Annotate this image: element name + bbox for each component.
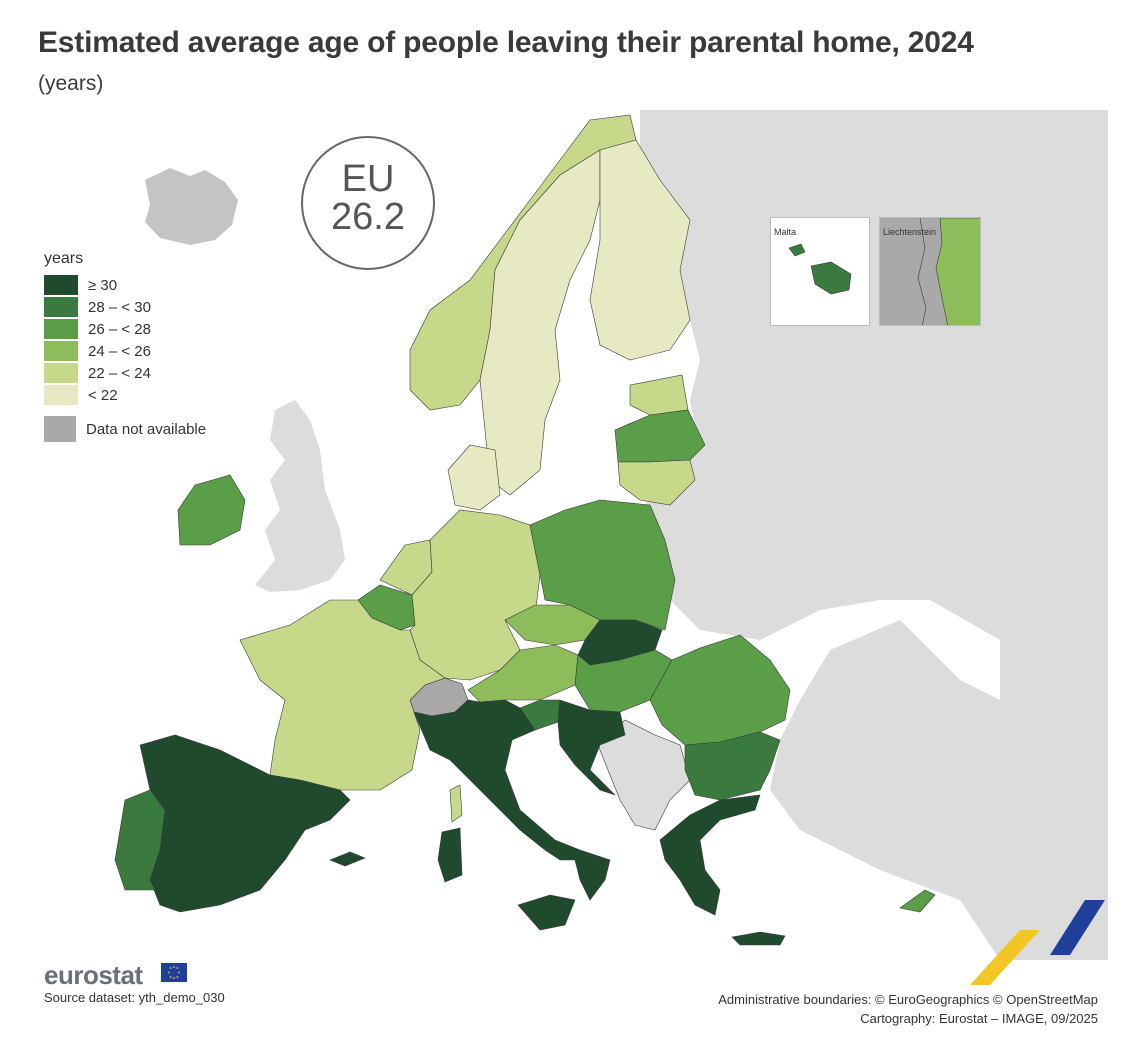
legend-item: 24 – < 26 <box>44 340 206 362</box>
legend-swatch <box>44 416 76 442</box>
legend-swatch <box>44 297 78 317</box>
country-denmark <box>447 444 501 511</box>
legend-label: < 22 <box>88 386 118 404</box>
legend-title: years <box>44 250 84 267</box>
inset-malta-label: Malta <box>774 227 797 237</box>
legend-swatch <box>44 275 78 295</box>
legend-label: 22 – < 24 <box>88 364 151 382</box>
inset-liechtenstein-label: Liechtenstein <box>883 227 937 237</box>
malta-shape <box>788 243 852 295</box>
legend-swatch <box>44 385 78 405</box>
country-croatia <box>557 699 626 796</box>
country-poland <box>529 499 676 631</box>
country-sardinia <box>437 827 463 883</box>
eurostat-corner-mark-blue <box>1050 900 1105 955</box>
legend-swatch <box>44 319 78 339</box>
country-balearics <box>329 851 366 867</box>
legend-item: 28 – < 30 <box>44 296 206 318</box>
legend-item: 22 – < 24 <box>44 362 206 384</box>
map-legend: years ≥ 30 28 – < 30 26 – < 28 24 – < 26… <box>44 250 207 442</box>
country-france <box>239 599 446 791</box>
eu-flag-icon <box>161 963 187 982</box>
legend-label: 28 – < 30 <box>88 298 151 316</box>
legend-item: < 22 <box>44 384 206 406</box>
country-sicily <box>517 894 576 931</box>
cartography-credit: Cartography: Eurostat – IMAGE, 09/2025 <box>860 1011 1098 1026</box>
legend-label: Data not available <box>86 420 207 438</box>
legend-label: 24 – < 26 <box>88 342 151 360</box>
eu-badge-value: 26.2 <box>331 196 405 238</box>
legend-item-not-available: Data not available <box>44 416 207 442</box>
legend-swatch <box>44 363 78 383</box>
legend-swatch <box>44 341 78 361</box>
country-italy <box>413 699 611 901</box>
country-corsica <box>449 784 463 823</box>
iceland <box>145 168 238 245</box>
eu-badge-label: EU <box>341 158 395 200</box>
eurostat-corner-mark-yellow <box>970 930 1040 985</box>
country-estonia <box>629 374 689 416</box>
non-eu-land-east <box>640 110 1108 960</box>
legend-item: 26 – < 28 <box>44 318 206 340</box>
country-finland <box>589 139 691 361</box>
map-subtitle: (years) <box>38 72 104 95</box>
country-crete <box>731 931 786 946</box>
inset-malta: Malta <box>770 217 870 326</box>
source-dataset: Source dataset: yth_demo_030 <box>44 990 225 1005</box>
country-romania <box>649 634 791 746</box>
country-cyprus <box>899 889 936 913</box>
legend-label: 26 – < 28 <box>88 320 151 338</box>
country-sweden <box>479 149 601 496</box>
inset-liechtenstein: Liechtenstein <box>879 217 981 326</box>
country-ireland <box>177 474 246 546</box>
map-title: Estimated average age of people leaving … <box>38 26 974 59</box>
balkans-non-eu <box>597 719 691 831</box>
great-britain <box>255 400 345 592</box>
legend-label: ≥ 30 <box>88 276 118 294</box>
liechtenstein-shape <box>917 218 980 325</box>
legend-item: ≥ 30 <box>44 274 206 296</box>
map-credits: Administrative boundaries: © EuroGeograp… <box>718 990 1098 1028</box>
eu-average-badge: EU 26.2 <box>301 136 435 270</box>
country-greece <box>659 794 761 916</box>
country-lithuania <box>617 459 696 506</box>
boundaries-credit: Administrative boundaries: © EuroGeograp… <box>718 992 1098 1007</box>
country-bulgaria <box>684 731 781 801</box>
eurostat-logo: eurostat <box>44 960 143 990</box>
country-portugal <box>114 789 166 891</box>
country-latvia <box>614 409 706 463</box>
